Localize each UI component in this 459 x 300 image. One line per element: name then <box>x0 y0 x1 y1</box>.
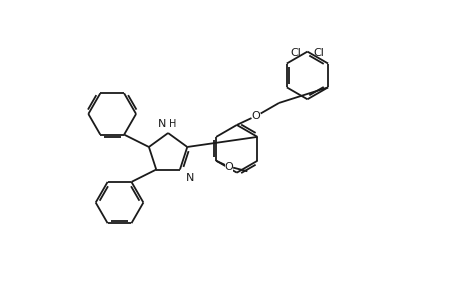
Text: H: H <box>168 119 176 129</box>
Text: N: N <box>185 173 194 183</box>
Text: Cl: Cl <box>290 48 301 58</box>
Text: N: N <box>157 119 166 129</box>
Text: O: O <box>251 111 260 121</box>
Text: O: O <box>224 162 233 172</box>
Text: Cl: Cl <box>313 48 324 58</box>
